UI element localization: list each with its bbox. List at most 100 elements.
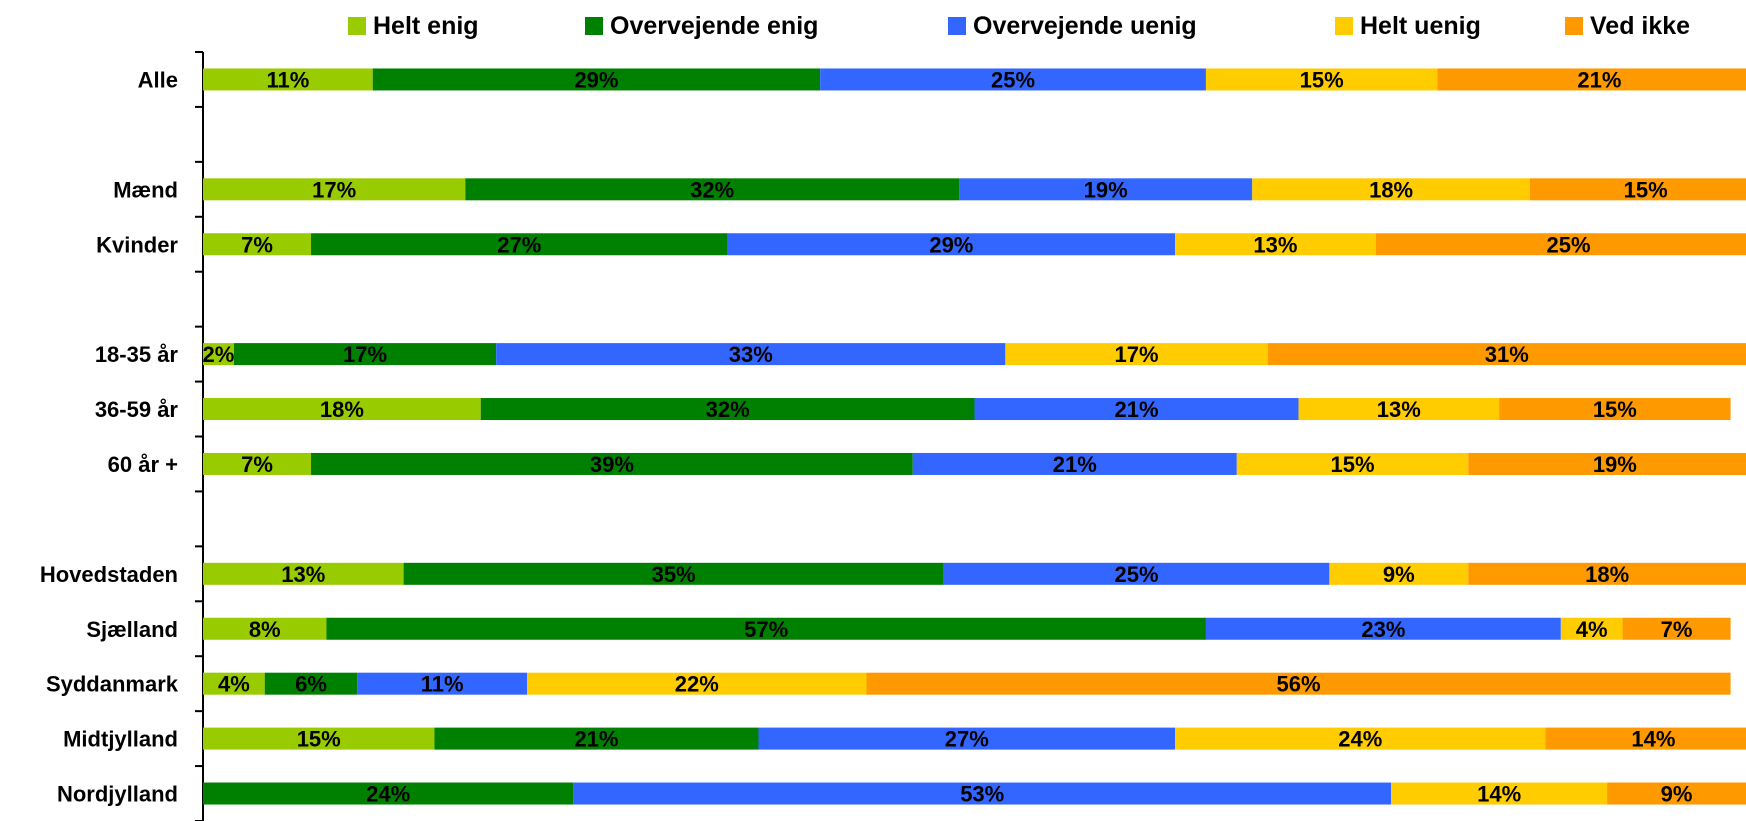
data-label: 18% (320, 397, 364, 422)
data-label: 21% (574, 727, 618, 752)
data-label: 15% (1300, 67, 1344, 92)
data-label: 25% (1547, 232, 1591, 257)
bar-segment-overvejende-enig (372, 68, 821, 91)
category-label: Hovedstaden (40, 562, 178, 587)
bar-segment-overvejende-uenig (959, 178, 1253, 201)
bar-segment-helt-uenig (527, 672, 867, 695)
bar-segment-helt-uenig (1205, 68, 1438, 91)
bar-segment-ved-ikke (1267, 343, 1746, 366)
bar-segment-overvejende-uenig (727, 233, 1176, 256)
bar-segment-helt-uenig (1175, 233, 1376, 256)
bar-segment-overvejende-enig (434, 727, 759, 750)
data-label: 13% (281, 562, 325, 587)
data-label: 31% (1485, 342, 1529, 367)
data-label: 19% (1593, 452, 1637, 477)
bar-segment-helt-uenig (1391, 782, 1608, 805)
bar-segment-overvejende-uenig (974, 398, 1299, 421)
bar-segment-overvejende-enig (311, 233, 728, 256)
bar-segment-helt-uenig (1560, 617, 1623, 640)
data-label: 14% (1631, 727, 1675, 752)
bar-segment-helt-uenig (1252, 178, 1530, 201)
bar-segment-overvejende-enig (311, 452, 913, 475)
bar-segment-helt-enig (203, 343, 234, 366)
data-label: 24% (1338, 727, 1382, 752)
data-label: 17% (343, 342, 387, 367)
data-label: 2% (203, 342, 235, 367)
bar-segment-overvejende-enig (480, 398, 975, 421)
category-label: 36-59 år (95, 397, 179, 422)
data-label: 11% (266, 67, 309, 92)
data-label: 24% (366, 782, 410, 807)
bar-segment-overvejende-uenig (496, 343, 1006, 366)
data-label: 57% (744, 617, 788, 642)
data-label: 17% (1114, 342, 1158, 367)
legend: Helt enig Overvejende enig Overvejende uen… (348, 12, 1690, 40)
bar-segment-overvejende-enig (264, 672, 358, 695)
bar-segment-helt-uenig (1005, 343, 1268, 366)
data-label: 15% (1624, 177, 1668, 202)
legend-swatch-ved-ikke (1565, 17, 1583, 35)
bar-segment-helt-enig (203, 672, 265, 695)
data-label: 21% (1577, 67, 1621, 92)
data-label: 4% (1576, 617, 1608, 642)
bar-segment-overvejende-enig (326, 617, 1206, 640)
data-label: 33% (729, 342, 773, 367)
bar-segment-helt-uenig (1298, 398, 1500, 421)
legend-label-overvejende-uenig: Overvejende uenig (973, 12, 1197, 40)
data-label: 9% (1661, 782, 1693, 807)
data-label: 56% (1277, 672, 1321, 697)
data-label: 18% (1369, 177, 1413, 202)
legend-label-overvejende-enig: Overvejende enig (610, 12, 818, 40)
data-label: 27% (497, 232, 541, 257)
data-label: 8% (249, 617, 281, 642)
category-axis: Alle Mænd Kvinder 18-35 år 36-59 år 60 år + Ho… (40, 51, 204, 821)
bar-segment-overvejende-enig (203, 782, 574, 805)
bar-segment-helt-enig (203, 617, 327, 640)
data-label: 29% (929, 232, 973, 257)
category-label: 18-35 år (95, 342, 179, 367)
bar-segment-helt-enig (203, 178, 466, 201)
bar-segment-ved-ikke (1545, 727, 1746, 750)
data-label: 35% (652, 562, 696, 587)
data-label: 4% (218, 672, 250, 697)
bar-segment-helt-enig (203, 452, 312, 475)
data-label: 7% (241, 452, 273, 477)
bar-segment-ved-ikke (1529, 178, 1746, 201)
data-label: 15% (1593, 397, 1637, 422)
bar-segment-overvejende-enig (233, 343, 497, 366)
bar-segment-overvejende-uenig (758, 727, 1176, 750)
bar-segment-overvejende-uenig (573, 782, 1392, 805)
category-label: Mænd (113, 177, 178, 202)
data-label: 18% (1585, 562, 1629, 587)
data-label: 19% (1084, 177, 1128, 202)
bar-segment-helt-uenig (1175, 727, 1546, 750)
data-label: 23% (1361, 617, 1405, 642)
category-label: Syddanmark (46, 672, 179, 697)
legend-label-helt-uenig: Helt uenig (1360, 12, 1481, 40)
bar-segment-overvejende-uenig (820, 68, 1206, 91)
bar-segment-helt-uenig (1236, 452, 1469, 475)
data-label: 15% (1331, 452, 1375, 477)
bar-segment-helt-uenig (1329, 562, 1469, 585)
data-label: 13% (1253, 232, 1297, 257)
category-label: Alle (138, 67, 178, 92)
data-label: 7% (1661, 617, 1693, 642)
legend-label-ved-ikke: Ved ikke (1590, 12, 1690, 40)
data-label: 53% (960, 782, 1004, 807)
data-label: 17% (312, 177, 356, 202)
category-label: 60 år + (108, 452, 178, 477)
bar-segment-ved-ikke (1622, 617, 1731, 640)
category-label: Sjælland (86, 617, 178, 642)
data-label: 9% (1383, 562, 1415, 587)
data-label: 14% (1477, 782, 1521, 807)
bar-segment-helt-enig (203, 727, 435, 750)
data-label: 15% (297, 727, 341, 752)
legend-swatch-helt-enig (348, 17, 366, 35)
data-label: 11% (421, 672, 464, 697)
bar-segment-helt-enig (203, 68, 373, 91)
data-label: 7% (241, 232, 273, 257)
data-label: 25% (1114, 562, 1158, 587)
bar-segment-ved-ikke (1437, 68, 1746, 91)
bar-segment-overvejende-uenig (357, 672, 528, 695)
